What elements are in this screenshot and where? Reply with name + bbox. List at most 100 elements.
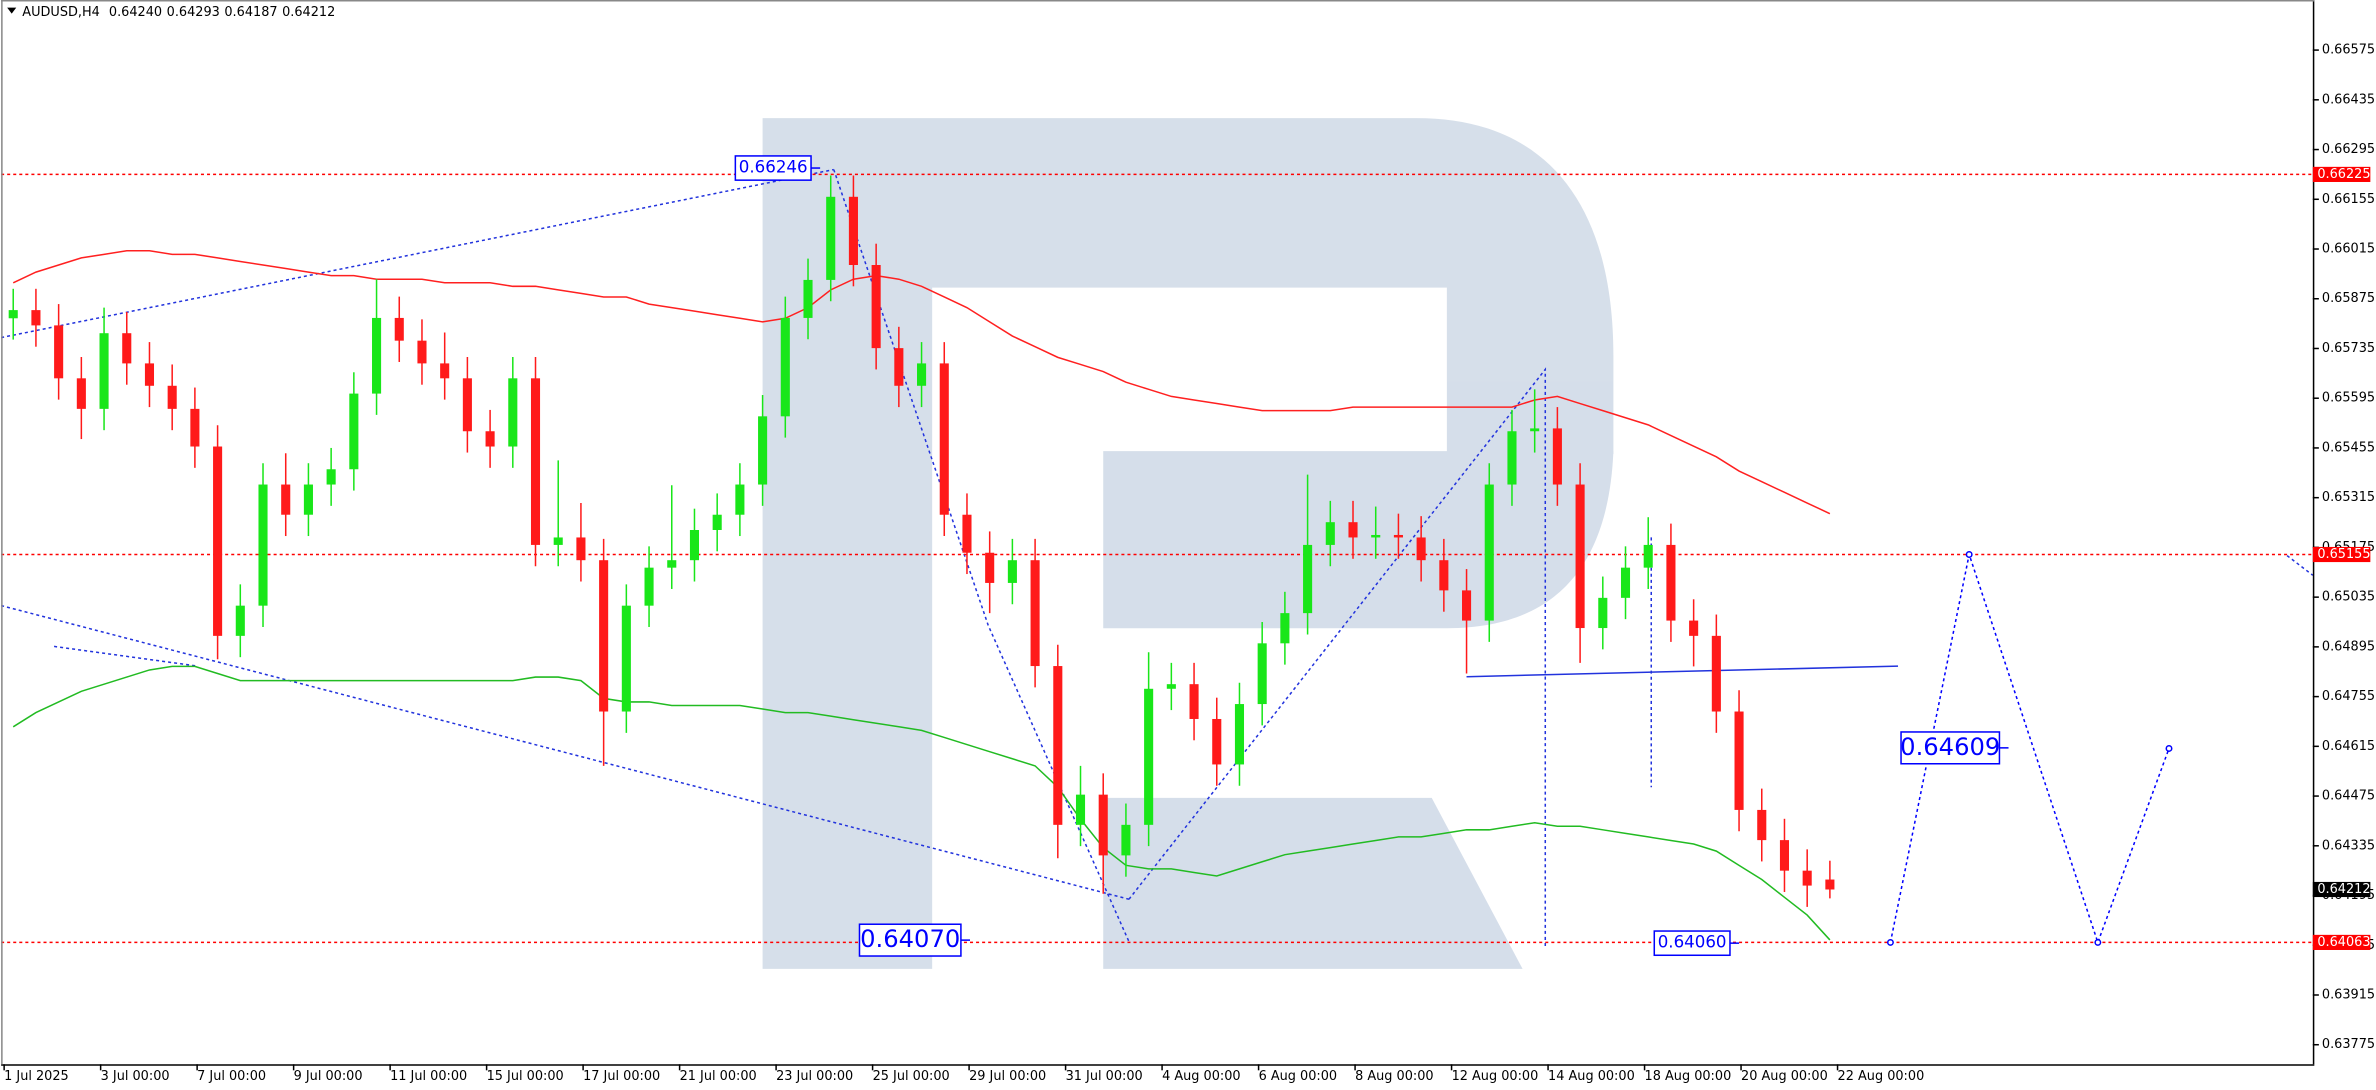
y-tick-label: 0.65735: [2322, 341, 2375, 356]
x-tick-label: 4 Aug 00:00: [1162, 1069, 1241, 1084]
candle-body: [644, 567, 654, 606]
y-tick-label: 0.65595: [2322, 391, 2375, 406]
candle-body: [190, 408, 200, 447]
candle-body: [485, 431, 495, 447]
x-tick-label: 14 Aug 00:00: [1548, 1069, 1635, 1084]
candle-body: [712, 514, 722, 531]
candle-body: [235, 605, 245, 636]
x-tick-label: 23 Jul 00:00: [776, 1069, 853, 1084]
candle-body: [1689, 620, 1699, 636]
x-tick-label: 6 Aug 00:00: [1259, 1069, 1338, 1084]
header-close: 0.64212: [282, 5, 335, 20]
candle-body: [848, 196, 858, 266]
candle-body: [1620, 567, 1631, 598]
candle-body: [167, 385, 177, 409]
candle-body: [281, 484, 291, 515]
support-line: [1466, 665, 1899, 678]
candle-body: [1303, 544, 1313, 614]
y-tick-label: 0.65035: [2322, 590, 2375, 605]
candle-body: [1711, 635, 1721, 712]
candle-body: [372, 317, 382, 394]
candle-body: [576, 537, 586, 561]
candles: [8, 175, 1835, 907]
candle-body: [1393, 534, 1403, 538]
candle-body: [1598, 597, 1608, 629]
annotation-label: 0.64609: [1900, 733, 2000, 761]
candle-body: [1075, 794, 1086, 825]
moving-averages: [12, 250, 1831, 941]
candle-body: [917, 363, 927, 386]
trend-line: [2286, 554, 2314, 576]
y-tick-label: 0.65875: [2322, 291, 2375, 306]
candle-body: [1371, 534, 1381, 538]
candle-body: [1802, 870, 1812, 886]
y-tick-label: 0.65315: [2322, 490, 2375, 505]
forecast-line: [1889, 551, 2170, 945]
axes: 0.66575 0.66435 0.66295 0.66155 0.66015 0.658…: [3, 43, 2375, 1084]
candle-body: [1257, 643, 1267, 705]
forecast-point: [2094, 938, 2102, 946]
candle-body: [1643, 544, 1653, 568]
candle-body: [689, 530, 700, 561]
candle-body: [758, 416, 768, 485]
candle-body: [1439, 560, 1449, 591]
candle-body: [1189, 684, 1199, 719]
candle-body: [394, 317, 404, 341]
candle-body: [1779, 840, 1790, 871]
candle-body: [1166, 684, 1176, 689]
candle-body: [871, 265, 881, 349]
y-tick-label: 0.63915: [2322, 987, 2375, 1002]
candle-body: [258, 484, 268, 606]
candle-body: [1507, 431, 1517, 485]
price-tag-label: 0.64212: [2317, 882, 2370, 897]
y-tick-label: 0.65455: [2322, 440, 2375, 455]
x-tick-label: 3 Jul 00:00: [101, 1069, 170, 1084]
level-tag-label: 0.65155: [2317, 547, 2370, 562]
trend-line: [0, 604, 1130, 900]
candle-body: [440, 363, 450, 379]
trend-line: [833, 169, 1130, 942]
candle-body: [1757, 809, 1767, 841]
y-tick-label: 0.66295: [2322, 142, 2375, 157]
level-tag-label: 0.64063: [2317, 935, 2370, 950]
candle-body: [1462, 590, 1472, 621]
x-tick-label: 29 Jul 00:00: [969, 1069, 1046, 1084]
candle-body: [1575, 484, 1585, 629]
candle-body: [462, 378, 472, 432]
x-tick-label: 21 Jul 00:00: [680, 1069, 757, 1084]
candle-body: [1234, 704, 1245, 765]
candle-body: [1348, 522, 1358, 538]
candle-body: [803, 279, 813, 318]
candle-body: [31, 310, 41, 326]
annotation-label: 0.64070: [860, 925, 960, 953]
y-tick-label: 0.64335: [2322, 838, 2375, 853]
x-tick-label: 18 Aug 00:00: [1645, 1069, 1732, 1084]
candle-body: [1825, 879, 1835, 890]
candle-body: [303, 484, 313, 515]
candle-body: [1325, 522, 1335, 545]
candle-body: [1734, 711, 1744, 810]
candle-body: [962, 514, 972, 553]
candle-body: [99, 333, 109, 409]
price-tag: [2312, 881, 2371, 898]
x-tick-label: 25 Jul 00:00: [873, 1069, 950, 1084]
candle-body: [530, 378, 541, 545]
header-icon: [7, 7, 17, 14]
candle-body: [599, 560, 609, 712]
x-tick-label: 9 Jul 00:00: [294, 1069, 363, 1084]
moving-average: [12, 250, 1831, 515]
candle-body: [939, 363, 949, 515]
x-tick-label: 8 Aug 00:00: [1355, 1069, 1434, 1084]
annotation-box: [1653, 930, 1731, 957]
candle-body: [1212, 718, 1222, 765]
x-tick-label: 15 Jul 00:00: [487, 1069, 564, 1084]
y-tick-label: 0.64895: [2322, 639, 2375, 654]
annotation-box: [1900, 731, 2001, 765]
x-tick-label: 17 Jul 00:00: [583, 1069, 660, 1084]
forecast-point: [1965, 551, 1973, 558]
candle-body: [780, 317, 790, 417]
level-tag: [2312, 546, 2371, 563]
trend-line: [1128, 367, 1547, 947]
